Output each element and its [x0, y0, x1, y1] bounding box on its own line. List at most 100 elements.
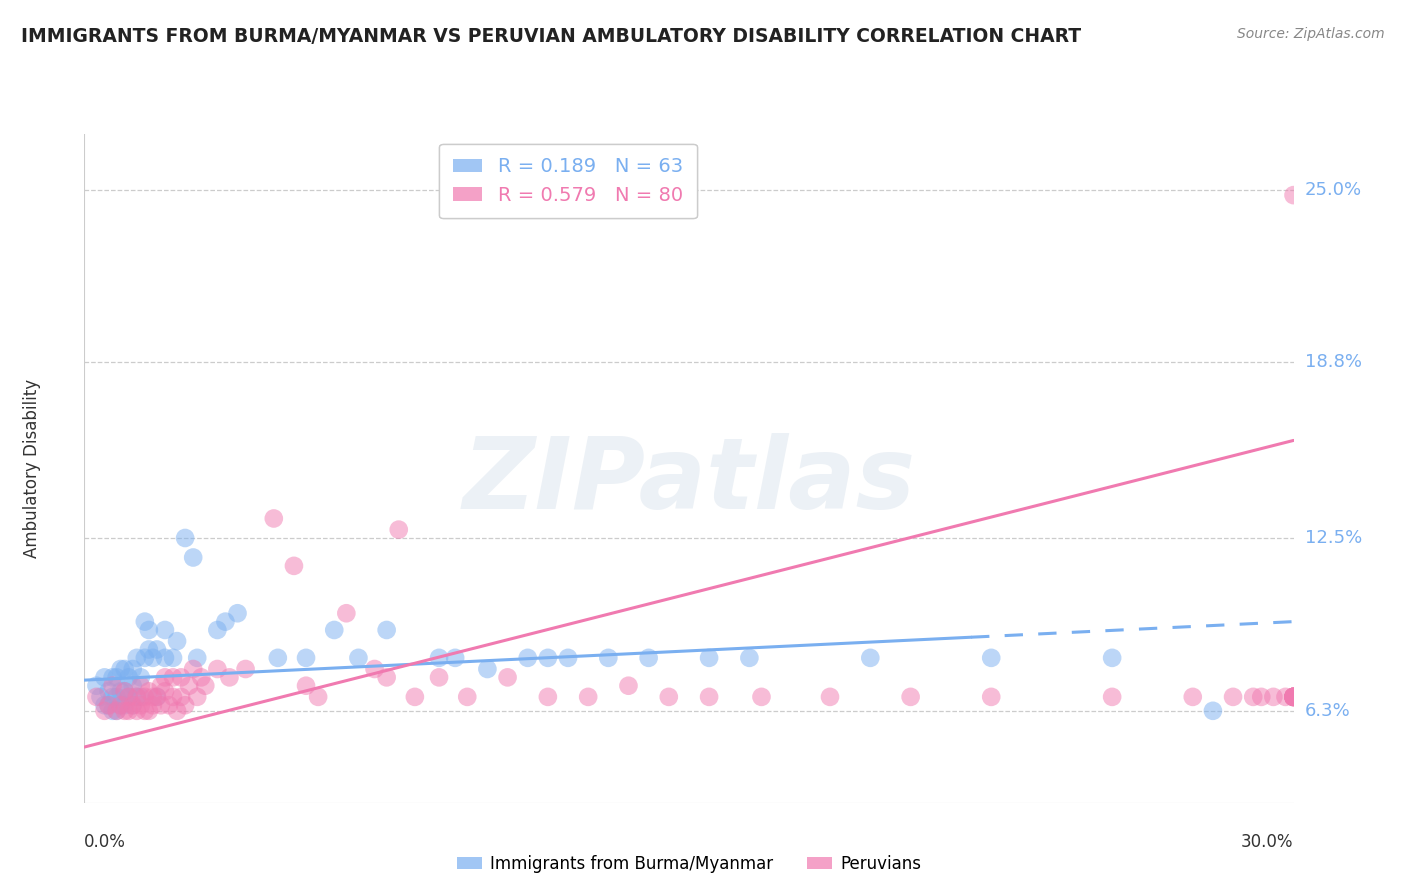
- Point: [93, 704, 115, 718]
- Point: [121, 698, 143, 713]
- Point: [697, 690, 720, 704]
- Point: [110, 684, 132, 698]
- Point: [1282, 188, 1305, 202]
- Point: [658, 690, 681, 704]
- Point: [89, 690, 111, 704]
- Point: [194, 679, 217, 693]
- Point: [1181, 690, 1204, 704]
- Point: [1282, 690, 1305, 704]
- Point: [323, 623, 346, 637]
- Point: [214, 615, 236, 629]
- Point: [118, 690, 141, 704]
- Point: [375, 623, 398, 637]
- Point: [1101, 651, 1123, 665]
- Point: [456, 690, 478, 704]
- Point: [307, 690, 329, 704]
- Point: [444, 651, 467, 665]
- Point: [1222, 690, 1244, 704]
- Point: [142, 651, 165, 665]
- Point: [235, 662, 257, 676]
- Point: [295, 679, 318, 693]
- Point: [1282, 690, 1305, 704]
- Point: [110, 698, 132, 713]
- Point: [149, 679, 172, 693]
- Point: [900, 690, 922, 704]
- Point: [174, 531, 197, 545]
- Point: [738, 651, 761, 665]
- Point: [477, 662, 499, 676]
- Point: [516, 651, 538, 665]
- Text: 12.5%: 12.5%: [1305, 529, 1362, 547]
- Point: [1282, 690, 1305, 704]
- Point: [186, 690, 208, 704]
- Point: [170, 670, 193, 684]
- Point: [121, 698, 143, 713]
- Point: [181, 550, 204, 565]
- Point: [263, 511, 285, 525]
- Point: [114, 684, 136, 698]
- Point: [118, 704, 141, 718]
- Point: [186, 651, 208, 665]
- Point: [146, 690, 169, 704]
- Point: [1282, 690, 1305, 704]
- Point: [114, 698, 136, 713]
- Point: [859, 651, 882, 665]
- Point: [97, 684, 120, 698]
- Point: [125, 651, 148, 665]
- Point: [1282, 690, 1305, 704]
- Point: [181, 662, 204, 676]
- Point: [105, 690, 128, 704]
- Text: 0.0%: 0.0%: [84, 833, 127, 851]
- Point: [138, 704, 160, 718]
- Point: [105, 704, 128, 718]
- Point: [537, 651, 560, 665]
- Point: [118, 690, 141, 704]
- Point: [110, 698, 132, 713]
- Point: [153, 684, 176, 698]
- Point: [637, 651, 659, 665]
- Point: [980, 651, 1002, 665]
- Text: Ambulatory Disability: Ambulatory Disability: [22, 379, 41, 558]
- Point: [496, 670, 519, 684]
- Point: [170, 690, 193, 704]
- Point: [125, 690, 148, 704]
- Point: [101, 704, 124, 718]
- Point: [121, 679, 143, 693]
- Point: [134, 690, 156, 704]
- Point: [166, 634, 188, 648]
- Point: [118, 670, 141, 684]
- Point: [375, 670, 398, 684]
- Point: [114, 684, 136, 698]
- Point: [179, 679, 201, 693]
- Point: [1282, 690, 1305, 704]
- Text: 6.3%: 6.3%: [1305, 702, 1350, 720]
- Point: [101, 690, 124, 704]
- Point: [97, 698, 120, 713]
- Point: [125, 704, 148, 718]
- Point: [218, 670, 240, 684]
- Point: [93, 698, 115, 713]
- Point: [1263, 690, 1285, 704]
- Point: [142, 690, 165, 704]
- Point: [157, 698, 180, 713]
- Point: [101, 679, 124, 693]
- Point: [129, 670, 152, 684]
- Point: [138, 684, 160, 698]
- Point: [138, 642, 160, 657]
- Point: [134, 704, 156, 718]
- Point: [146, 690, 169, 704]
- Point: [129, 690, 152, 704]
- Point: [283, 558, 305, 573]
- Point: [335, 607, 357, 621]
- Text: 30.0%: 30.0%: [1241, 833, 1294, 851]
- Point: [598, 651, 620, 665]
- Point: [1101, 690, 1123, 704]
- Point: [751, 690, 773, 704]
- Point: [1282, 690, 1305, 704]
- Point: [190, 670, 212, 684]
- Point: [110, 662, 132, 676]
- Point: [121, 662, 143, 676]
- Point: [267, 651, 290, 665]
- Point: [207, 662, 229, 676]
- Point: [129, 679, 152, 693]
